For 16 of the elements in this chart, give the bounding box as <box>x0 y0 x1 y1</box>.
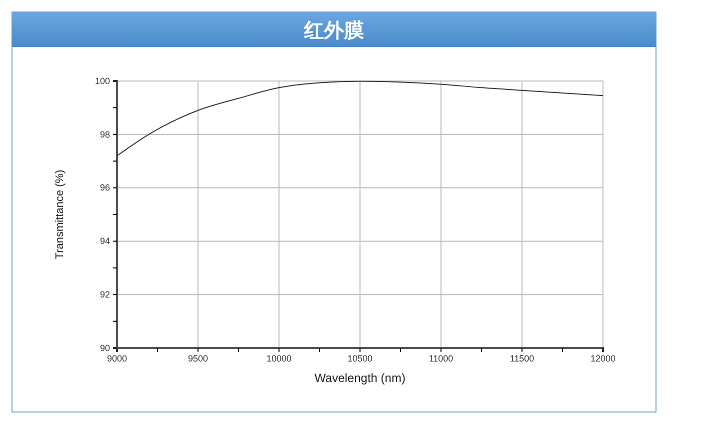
x-axis-title: Wavelength (nm) <box>314 371 406 385</box>
y-tick-label: 92 <box>100 289 110 300</box>
y-tick-label: 100 <box>94 76 110 86</box>
x-tick-label: 10000 <box>266 353 292 364</box>
y-tick-label: 90 <box>100 342 110 353</box>
x-tick-label: 9000 <box>106 353 128 364</box>
y-tick-label: 98 <box>100 129 110 140</box>
x-tick-label: 11000 <box>428 353 454 364</box>
x-tick-label: 11500 <box>510 353 534 364</box>
y-axis-title: Transmittance (%) <box>54 170 66 260</box>
y-tick-label: 94 <box>100 236 110 246</box>
chart-title: 红外膜 <box>303 18 364 42</box>
y-tick-label: 96 <box>100 182 110 193</box>
x-tick-label: 10500 <box>347 353 373 364</box>
x-tick-label: 9500 <box>188 353 208 364</box>
x-tick-label: 12000 <box>590 353 616 364</box>
